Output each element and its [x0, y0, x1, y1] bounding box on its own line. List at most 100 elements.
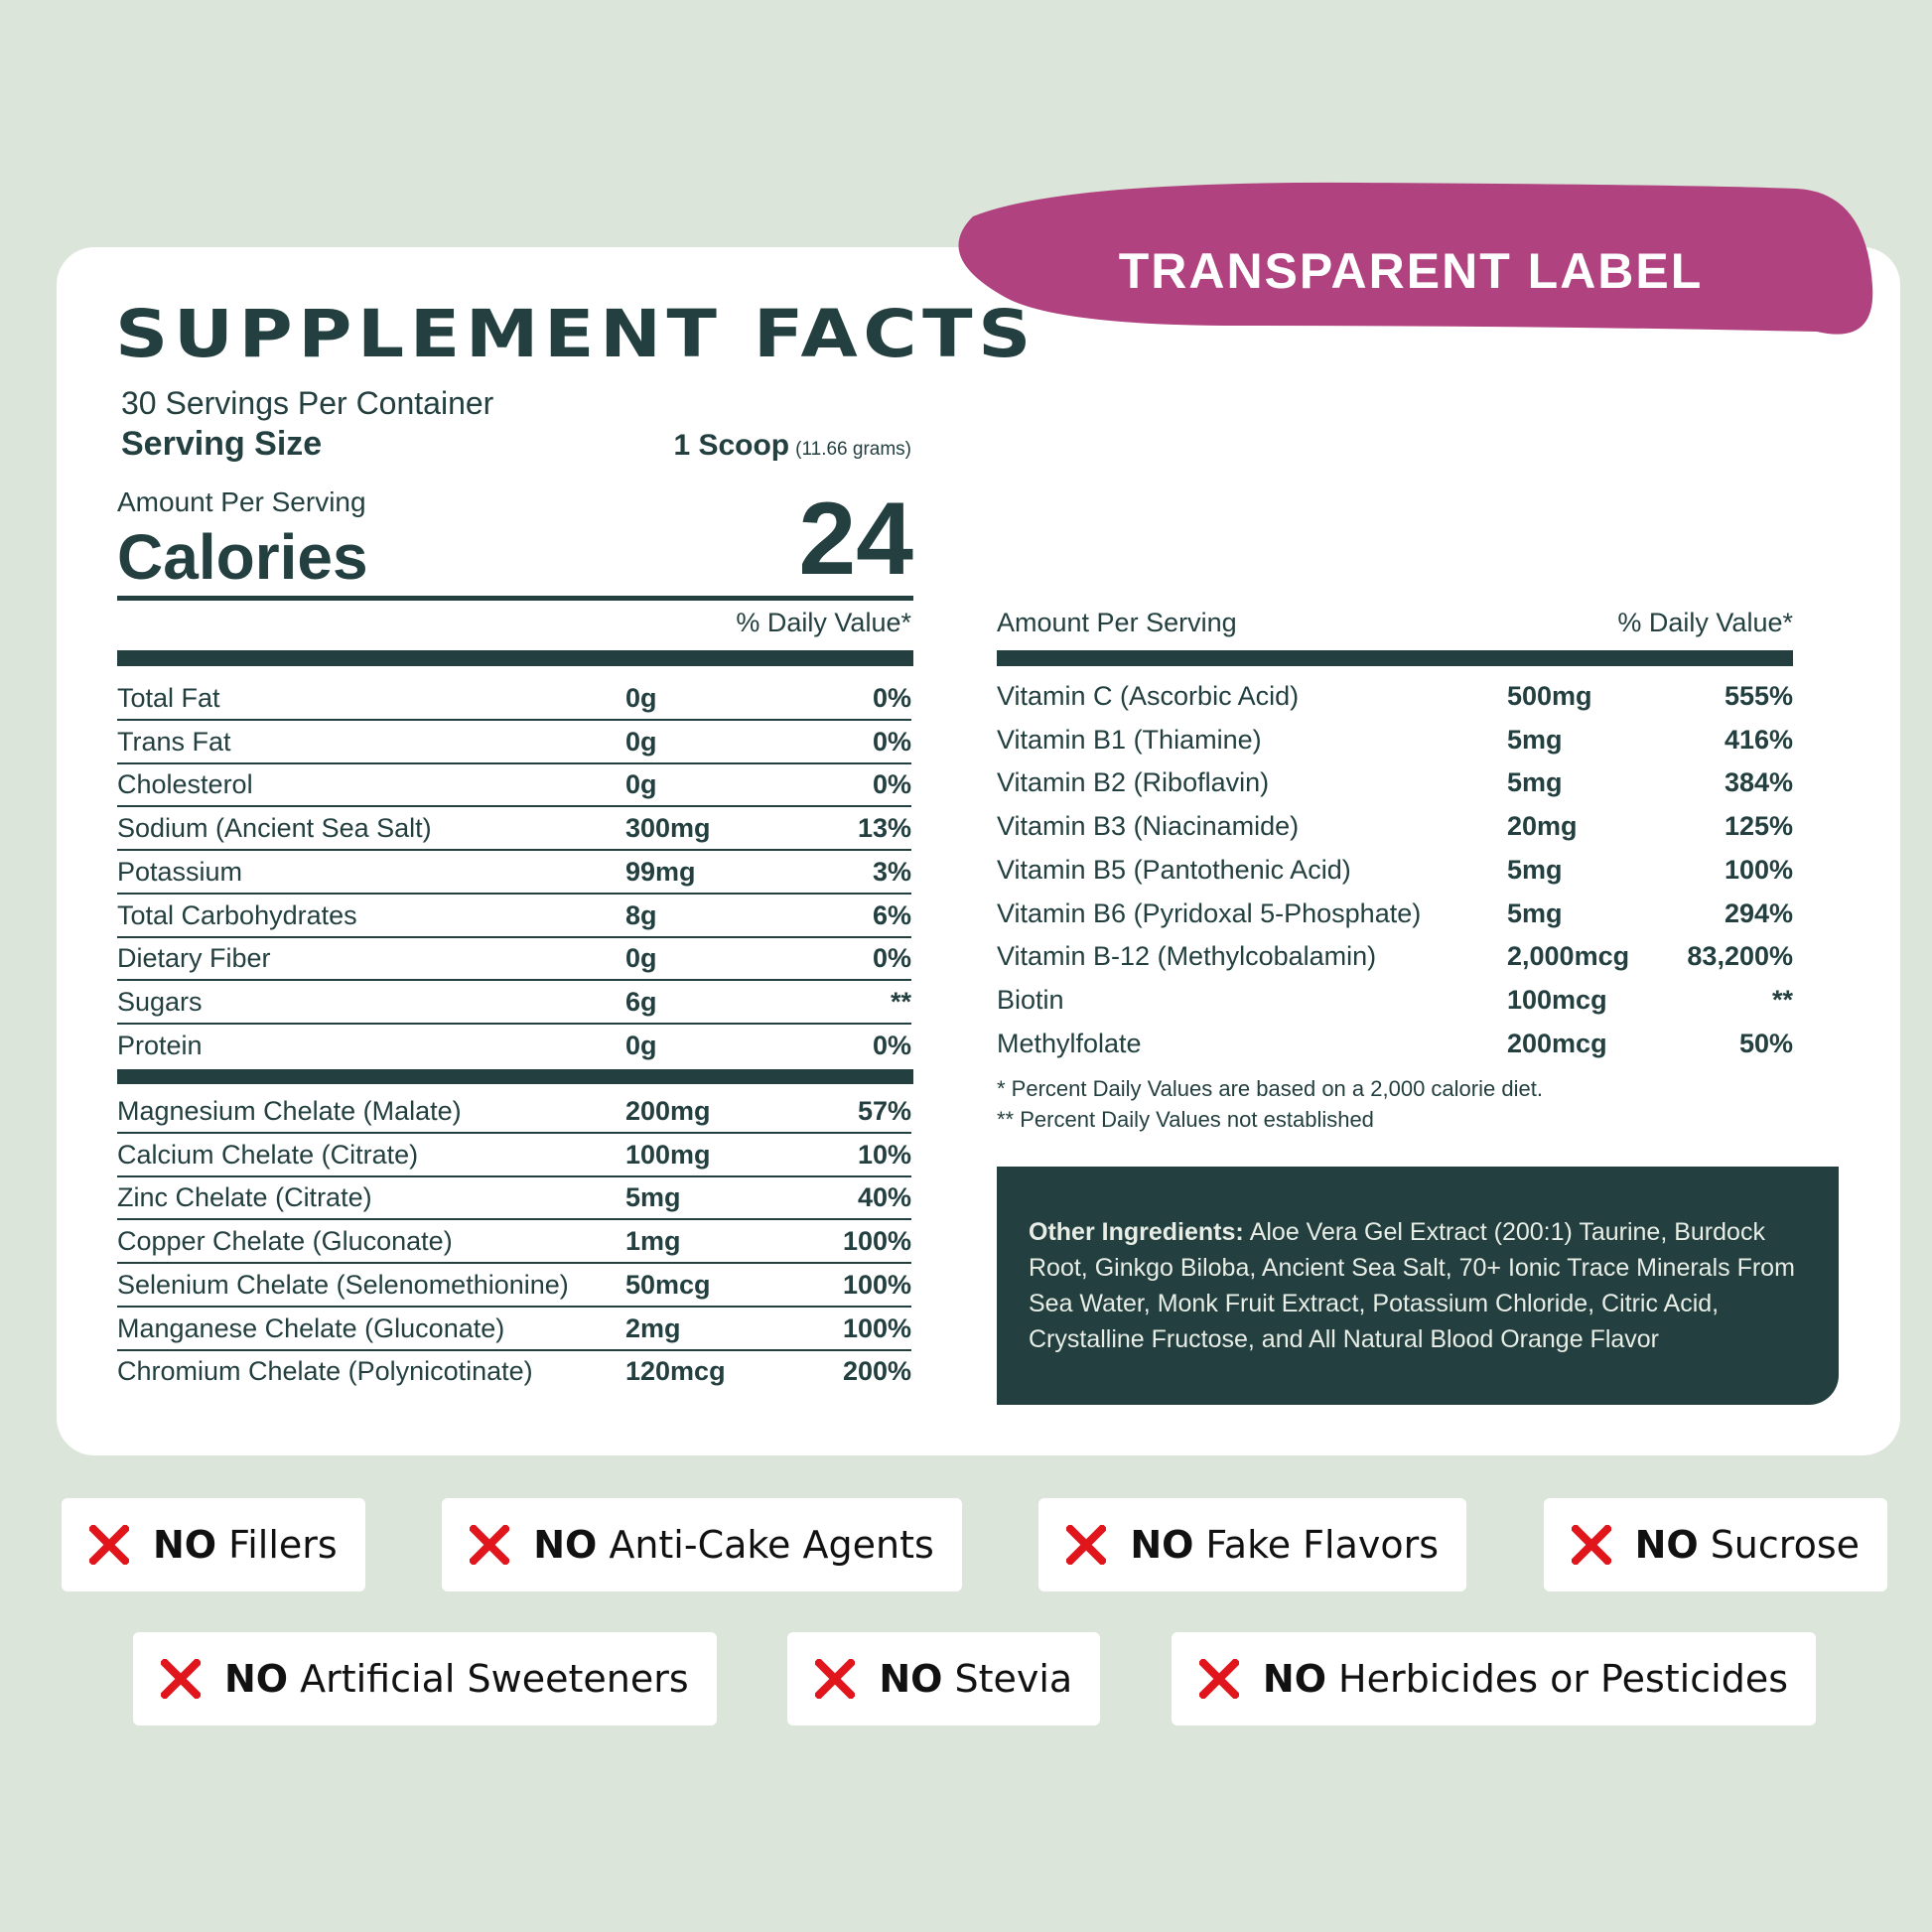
row-daily-value: 0% — [872, 943, 911, 974]
row-amount: 0g — [625, 769, 657, 800]
row-daily-value: 3% — [872, 856, 911, 887]
rule — [117, 596, 913, 601]
x-icon — [815, 1659, 856, 1699]
thick-bar — [117, 1069, 913, 1084]
claim-text: Fillers — [228, 1523, 338, 1567]
ingredients-text: Aloe Vera Gel Extract (200:1) Taurine, B… — [1029, 1218, 1795, 1353]
row-divider — [117, 719, 911, 721]
row-amount: 2,000mcg — [1507, 941, 1630, 972]
claim-text: Stevia — [954, 1657, 1073, 1701]
row-daily-value: 6% — [872, 899, 911, 930]
x-icon — [1198, 1659, 1239, 1699]
serving-amount: 1 Scoop — [673, 429, 790, 462]
row-daily-value: 100% — [842, 1312, 911, 1343]
row-daily-value: 416% — [1724, 724, 1793, 755]
row-name: Chromium Chelate (Polynicotinate) — [117, 1356, 533, 1387]
row-daily-value: 0% — [872, 726, 911, 757]
thick-bar — [117, 650, 913, 666]
row-divider — [117, 761, 911, 764]
row-amount: 100mcg — [1507, 984, 1607, 1015]
thick-bar — [997, 650, 1793, 666]
row-amount: 300mg — [625, 813, 711, 844]
x-icon — [1066, 1525, 1107, 1565]
row-daily-value: 200% — [842, 1356, 911, 1387]
row-daily-value: 100% — [842, 1226, 911, 1257]
row-name: Trans Fat — [117, 726, 231, 757]
row-name: Potassium — [117, 856, 243, 887]
badge-shape — [958, 182, 1873, 335]
row-amount: 5mg — [1507, 767, 1563, 798]
row-amount: 100mg — [625, 1139, 711, 1170]
servings: 30 Servings Per Container — [121, 385, 494, 421]
row-name: Vitamin B3 (Niacinamide) — [997, 811, 1300, 842]
amount-per-serving: Amount Per Serving — [117, 486, 366, 517]
row-daily-value: 50% — [1738, 1028, 1793, 1058]
row-daily-value: 10% — [857, 1139, 911, 1170]
claim-badge: NO Anti-Cake Agents — [442, 1498, 962, 1591]
row-amount: 5mg — [1507, 897, 1563, 928]
row-amount: 8g — [625, 899, 657, 930]
footnote: ** Percent Daily Values not established — [997, 1107, 1374, 1132]
row-divider — [117, 1218, 911, 1221]
row-divider — [117, 1174, 911, 1177]
row-amount: 99mg — [625, 856, 696, 887]
claims-row: NO Fillers NO Anti-Cake Agents NO Fake Flavor… — [62, 1498, 1887, 1591]
claim-badge: NO Stevia — [787, 1632, 1101, 1725]
vitamins-header-right: % Daily Value* — [1617, 608, 1793, 637]
row-divider — [117, 1132, 911, 1134]
serving-detail: (11.66 grams) — [795, 439, 911, 460]
row-amount: 0g — [625, 683, 657, 713]
row-divider — [117, 1348, 911, 1351]
row-name: Vitamin B2 (Riboflavin) — [997, 767, 1270, 798]
row-amount: 0g — [625, 943, 657, 974]
claim-text: Artificial Sweeteners — [300, 1657, 689, 1701]
claim-badge: NO Sucrose — [1543, 1498, 1887, 1591]
row-daily-value: 57% — [857, 1096, 911, 1126]
row-name: Magnesium Chelate (Malate) — [117, 1096, 462, 1126]
row-name: Biotin — [997, 984, 1064, 1015]
calories-value: 24 — [798, 482, 913, 597]
claim-badge: NO Fillers — [62, 1498, 365, 1591]
x-icon — [89, 1525, 129, 1565]
row-name: Protein — [117, 1030, 203, 1060]
claim-text: Herbicides or Pesticides — [1338, 1657, 1788, 1701]
row-daily-value: 100% — [1724, 854, 1793, 885]
row-daily-value: 0% — [872, 769, 911, 800]
row-divider — [117, 1022, 911, 1025]
claim-badge: NO Herbicides or Pesticides — [1171, 1632, 1816, 1725]
row-name: Zinc Chelate (Citrate) — [117, 1182, 372, 1213]
row-amount: 0g — [625, 726, 657, 757]
row-amount: 5mg — [1507, 724, 1563, 755]
x-icon — [161, 1659, 201, 1699]
row-daily-value: 125% — [1724, 811, 1793, 842]
row-name: Dietary Fiber — [117, 943, 271, 974]
claim-prefix: NO — [879, 1657, 943, 1701]
row-name: Vitamin B1 (Thiamine) — [997, 724, 1262, 755]
claim-prefix: NO — [1262, 1657, 1327, 1701]
row-daily-value: 100% — [842, 1269, 911, 1300]
row-amount: 2mg — [625, 1312, 681, 1343]
title: SUPPLEMENT FACTS — [115, 296, 1037, 372]
calories-label: Calories — [117, 521, 368, 593]
claim-text: Fake Flavors — [1205, 1523, 1440, 1567]
row-daily-value: 0% — [872, 683, 911, 713]
x-icon — [1571, 1525, 1611, 1565]
vitamins-header-left: Amount Per Serving — [997, 608, 1237, 637]
claim-badge: NO Artificial Sweeteners — [133, 1632, 717, 1725]
row-name: Cholesterol — [117, 769, 253, 800]
row-name: Vitamin B5 (Pantothenic Acid) — [997, 854, 1351, 885]
row-divider — [117, 1305, 911, 1308]
row-name: Methylfolate — [997, 1028, 1142, 1058]
row-divider — [117, 805, 911, 808]
row-amount: 5mg — [1507, 854, 1563, 885]
claim-badge: NO Fake Flavors — [1038, 1498, 1467, 1591]
row-divider — [117, 979, 911, 982]
ingredients-label: Other Ingredients: — [1029, 1218, 1244, 1246]
claim-text: Sucrose — [1710, 1523, 1860, 1567]
row-daily-value: 384% — [1724, 767, 1793, 798]
row-divider — [117, 849, 911, 852]
row-divider — [117, 935, 911, 938]
row-name: Manganese Chelate (Gluconate) — [117, 1312, 505, 1343]
row-amount: 20mg — [1507, 811, 1578, 842]
